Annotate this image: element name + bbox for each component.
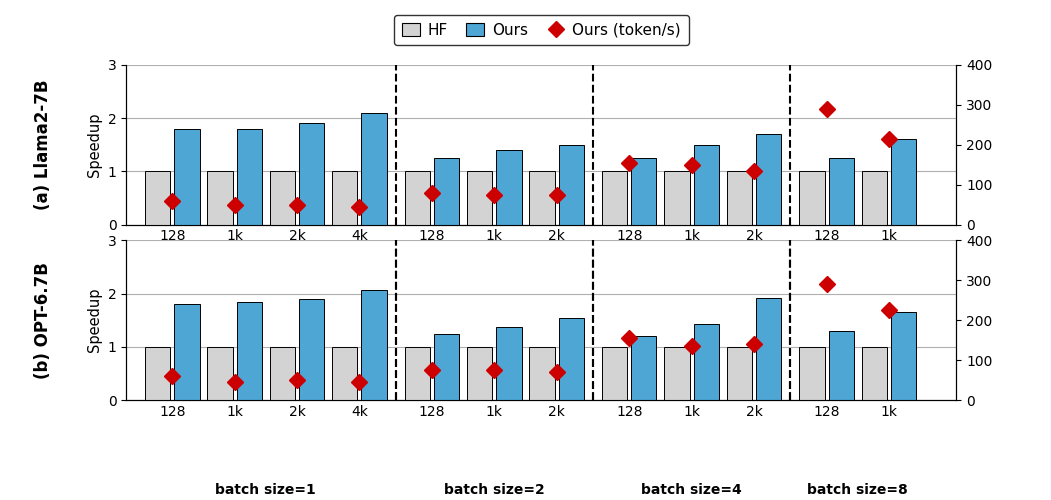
- Bar: [862, 172, 887, 224]
- Bar: [694, 145, 719, 224]
- Bar: [828, 158, 853, 224]
- Bar: [664, 347, 689, 400]
- Bar: [559, 318, 584, 400]
- Bar: [862, 347, 887, 400]
- Text: (a) Llama2-7B: (a) Llama2-7B: [34, 80, 53, 210]
- Text: batch size=4: batch size=4: [641, 483, 742, 497]
- Bar: [726, 172, 753, 224]
- Bar: [602, 347, 627, 400]
- Bar: [891, 312, 916, 400]
- Bar: [632, 336, 657, 400]
- Bar: [434, 334, 459, 400]
- Bar: [332, 347, 357, 400]
- Bar: [434, 158, 459, 224]
- Bar: [800, 172, 825, 224]
- Text: batch size=2: batch size=2: [444, 483, 544, 497]
- Bar: [756, 134, 781, 224]
- Bar: [467, 172, 492, 224]
- Bar: [559, 145, 584, 224]
- Bar: [726, 347, 753, 400]
- Y-axis label: Speedup: Speedup: [87, 112, 102, 177]
- Bar: [828, 331, 853, 400]
- Bar: [174, 129, 200, 224]
- Bar: [530, 172, 555, 224]
- Bar: [270, 172, 295, 224]
- Bar: [145, 172, 170, 224]
- Text: batch size=8: batch size=8: [807, 483, 908, 497]
- Bar: [602, 172, 627, 224]
- Bar: [298, 124, 324, 224]
- Text: batch size=1: batch size=1: [215, 483, 316, 497]
- Bar: [332, 172, 357, 224]
- Bar: [800, 347, 825, 400]
- Bar: [207, 172, 232, 224]
- Bar: [236, 129, 262, 224]
- Bar: [270, 347, 295, 400]
- Bar: [496, 326, 521, 400]
- Text: (b) OPT-6.7B: (b) OPT-6.7B: [34, 262, 53, 378]
- Bar: [207, 347, 232, 400]
- Bar: [632, 158, 657, 224]
- Bar: [664, 172, 689, 224]
- Bar: [236, 302, 262, 400]
- Legend: HF, Ours, Ours (token/s): HF, Ours, Ours (token/s): [394, 15, 688, 46]
- Bar: [145, 347, 170, 400]
- Bar: [298, 299, 324, 400]
- Bar: [496, 150, 521, 224]
- Bar: [530, 347, 555, 400]
- Bar: [694, 324, 719, 400]
- Bar: [467, 347, 492, 400]
- Bar: [405, 347, 430, 400]
- Bar: [891, 140, 916, 224]
- Bar: [174, 304, 200, 400]
- Bar: [405, 172, 430, 224]
- Bar: [362, 113, 387, 224]
- Bar: [756, 298, 781, 400]
- Bar: [362, 290, 387, 400]
- Y-axis label: Speedup: Speedup: [87, 288, 102, 352]
